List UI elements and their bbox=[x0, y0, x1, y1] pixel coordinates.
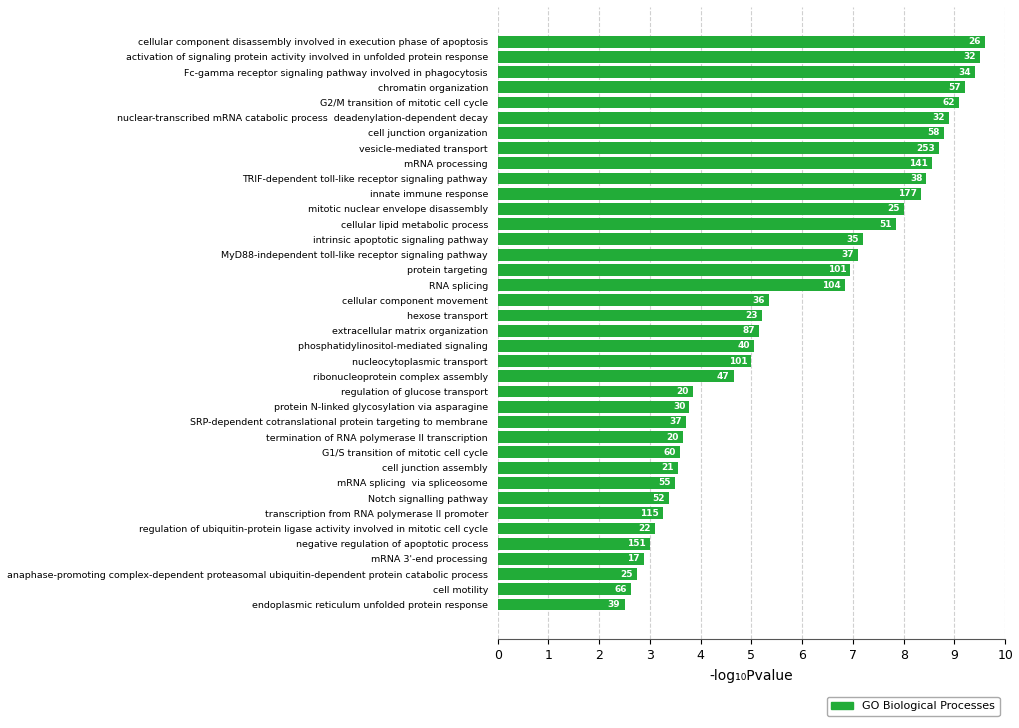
Text: 177: 177 bbox=[898, 189, 916, 198]
Text: 39: 39 bbox=[607, 600, 620, 609]
Bar bbox=[497, 477, 675, 488]
Bar bbox=[497, 598, 624, 611]
Bar bbox=[497, 264, 850, 276]
Text: 66: 66 bbox=[613, 585, 626, 594]
Bar bbox=[497, 446, 680, 459]
Text: 20: 20 bbox=[665, 432, 679, 442]
Text: 101: 101 bbox=[728, 357, 747, 365]
Bar bbox=[497, 325, 758, 336]
X-axis label: -log₁₀Pvalue: -log₁₀Pvalue bbox=[709, 669, 793, 683]
Text: 52: 52 bbox=[652, 494, 664, 502]
Bar bbox=[497, 553, 643, 565]
Text: 30: 30 bbox=[673, 403, 685, 411]
Bar bbox=[497, 203, 903, 215]
Text: 62: 62 bbox=[942, 98, 955, 107]
Legend: GO Biological Processes: GO Biological Processes bbox=[825, 697, 999, 716]
Bar bbox=[497, 82, 964, 93]
Text: 25: 25 bbox=[620, 569, 633, 579]
Bar bbox=[497, 218, 895, 230]
Bar bbox=[497, 538, 649, 550]
Text: 36: 36 bbox=[752, 296, 764, 305]
Bar bbox=[497, 294, 768, 306]
Text: 38: 38 bbox=[909, 174, 921, 183]
Text: 26: 26 bbox=[967, 37, 980, 46]
Text: 51: 51 bbox=[878, 220, 891, 229]
Bar bbox=[497, 279, 845, 291]
Bar bbox=[497, 234, 862, 245]
Bar bbox=[497, 157, 930, 169]
Bar bbox=[497, 523, 654, 534]
Bar bbox=[497, 583, 630, 596]
Text: 87: 87 bbox=[742, 326, 754, 335]
Text: 47: 47 bbox=[716, 372, 729, 381]
Text: 17: 17 bbox=[627, 554, 639, 563]
Text: 32: 32 bbox=[962, 52, 975, 61]
Bar bbox=[497, 249, 857, 261]
Text: 37: 37 bbox=[669, 417, 682, 427]
Text: 40: 40 bbox=[737, 341, 749, 350]
Text: 57: 57 bbox=[947, 83, 960, 92]
Text: 151: 151 bbox=[627, 539, 645, 548]
Text: 115: 115 bbox=[639, 509, 658, 518]
Bar bbox=[497, 309, 761, 321]
Bar bbox=[497, 355, 751, 367]
Text: 21: 21 bbox=[660, 463, 674, 472]
Bar bbox=[497, 416, 686, 428]
Bar bbox=[497, 36, 984, 47]
Bar bbox=[497, 112, 949, 124]
Bar bbox=[497, 386, 692, 397]
Bar bbox=[497, 188, 920, 199]
Text: 32: 32 bbox=[931, 113, 945, 122]
Text: 35: 35 bbox=[846, 235, 858, 244]
Text: 23: 23 bbox=[744, 311, 757, 320]
Bar bbox=[497, 492, 668, 504]
Bar bbox=[497, 568, 637, 580]
Text: 55: 55 bbox=[658, 478, 671, 487]
Text: 22: 22 bbox=[638, 524, 650, 533]
Bar bbox=[497, 371, 733, 382]
Text: 37: 37 bbox=[841, 250, 853, 259]
Bar bbox=[497, 340, 753, 352]
Text: 20: 20 bbox=[676, 387, 688, 396]
Bar bbox=[497, 507, 662, 519]
Text: 34: 34 bbox=[957, 68, 970, 76]
Bar bbox=[497, 97, 959, 108]
Bar bbox=[497, 127, 944, 139]
Bar bbox=[497, 66, 974, 78]
Bar bbox=[497, 462, 678, 473]
Text: 104: 104 bbox=[821, 280, 841, 290]
Text: 58: 58 bbox=[926, 128, 940, 138]
Text: 253: 253 bbox=[915, 143, 934, 153]
Text: 25: 25 bbox=[887, 205, 899, 213]
Bar bbox=[497, 51, 979, 63]
Bar bbox=[497, 401, 689, 413]
Bar bbox=[497, 173, 925, 184]
Bar bbox=[497, 142, 938, 154]
Bar bbox=[497, 431, 682, 443]
Text: 60: 60 bbox=[663, 448, 676, 457]
Text: 101: 101 bbox=[826, 265, 846, 274]
Text: 141: 141 bbox=[908, 159, 926, 168]
